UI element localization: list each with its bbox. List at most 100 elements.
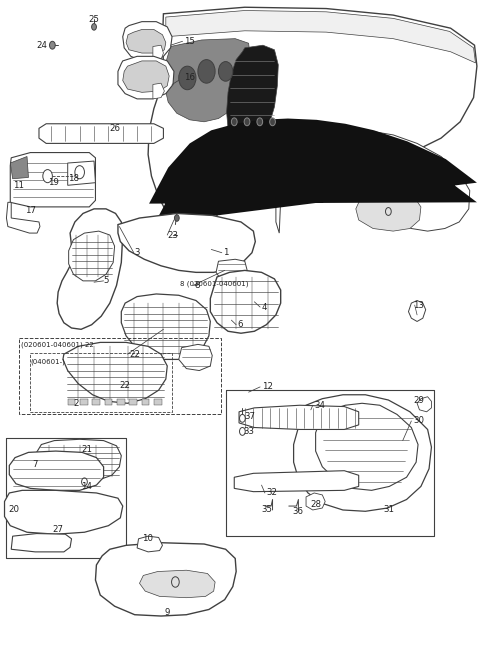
Polygon shape — [306, 493, 325, 510]
Text: (040601-): (040601-) — [30, 359, 65, 365]
Polygon shape — [137, 536, 162, 552]
Text: 1: 1 — [223, 248, 229, 257]
Polygon shape — [179, 344, 212, 371]
Polygon shape — [80, 399, 88, 405]
Polygon shape — [234, 471, 359, 491]
Polygon shape — [408, 300, 426, 321]
Polygon shape — [92, 399, 100, 405]
Polygon shape — [216, 259, 247, 282]
Text: 22: 22 — [129, 350, 140, 359]
Text: 17: 17 — [25, 206, 36, 215]
Text: 36: 36 — [293, 507, 304, 516]
Polygon shape — [154, 399, 161, 405]
Text: 12: 12 — [262, 382, 273, 392]
Text: 19: 19 — [48, 178, 59, 187]
Polygon shape — [4, 490, 123, 534]
Circle shape — [174, 215, 179, 221]
Circle shape — [198, 60, 215, 83]
Text: (020601-040601) 22: (020601-040601) 22 — [21, 341, 94, 348]
Text: 6: 6 — [238, 320, 243, 329]
Polygon shape — [69, 231, 115, 281]
Polygon shape — [68, 161, 96, 185]
Polygon shape — [210, 270, 281, 333]
Text: 25: 25 — [88, 14, 99, 24]
Polygon shape — [118, 56, 174, 99]
Text: 24: 24 — [36, 41, 48, 50]
Polygon shape — [239, 405, 359, 430]
Circle shape — [231, 118, 237, 126]
Text: 4: 4 — [262, 302, 267, 312]
Polygon shape — [142, 399, 149, 405]
Text: 14: 14 — [81, 482, 92, 491]
Text: 21: 21 — [81, 445, 92, 453]
Polygon shape — [6, 202, 40, 233]
Circle shape — [218, 62, 233, 81]
Text: 23: 23 — [167, 230, 178, 239]
Polygon shape — [63, 342, 167, 403]
Polygon shape — [39, 124, 163, 144]
Circle shape — [92, 24, 96, 30]
Text: 30: 30 — [413, 417, 424, 426]
Polygon shape — [117, 399, 125, 405]
Polygon shape — [9, 451, 104, 490]
Polygon shape — [121, 294, 210, 359]
Polygon shape — [140, 570, 215, 598]
Circle shape — [179, 66, 196, 90]
Polygon shape — [11, 533, 72, 552]
Polygon shape — [126, 30, 166, 53]
Circle shape — [270, 118, 276, 126]
Text: 26: 26 — [110, 124, 121, 133]
Polygon shape — [153, 45, 163, 61]
Polygon shape — [148, 7, 477, 233]
Text: 35: 35 — [262, 506, 273, 514]
Polygon shape — [10, 157, 28, 178]
Text: 5: 5 — [104, 276, 109, 285]
Text: 31: 31 — [384, 506, 395, 514]
Polygon shape — [294, 395, 432, 511]
Text: 34: 34 — [314, 401, 325, 410]
Text: 8 (020601-040601): 8 (020601-040601) — [180, 280, 249, 287]
Polygon shape — [316, 403, 418, 490]
Circle shape — [244, 118, 250, 126]
Text: 18: 18 — [68, 174, 79, 183]
Polygon shape — [123, 61, 169, 92]
Text: 3: 3 — [135, 248, 140, 257]
Text: 10: 10 — [142, 534, 153, 543]
Text: 37: 37 — [245, 412, 256, 421]
Text: 33: 33 — [244, 427, 255, 436]
Text: 15: 15 — [183, 37, 194, 46]
Polygon shape — [118, 213, 255, 272]
Text: 2: 2 — [73, 399, 79, 408]
Polygon shape — [123, 22, 172, 61]
Text: 32: 32 — [266, 489, 277, 497]
Text: 20: 20 — [8, 506, 19, 514]
Polygon shape — [164, 39, 251, 122]
Polygon shape — [227, 45, 278, 150]
Polygon shape — [105, 399, 112, 405]
Text: 8: 8 — [194, 281, 200, 290]
Polygon shape — [166, 10, 476, 63]
Polygon shape — [36, 440, 121, 480]
Text: 27: 27 — [52, 525, 63, 534]
Polygon shape — [10, 153, 96, 207]
Text: 16: 16 — [183, 73, 194, 83]
Polygon shape — [153, 83, 164, 99]
Text: 7: 7 — [33, 460, 38, 468]
Circle shape — [75, 166, 84, 178]
Text: 22: 22 — [120, 381, 131, 390]
Polygon shape — [149, 119, 477, 223]
Polygon shape — [96, 543, 236, 616]
Text: 29: 29 — [413, 396, 424, 405]
Circle shape — [49, 41, 55, 49]
Polygon shape — [356, 190, 421, 231]
Text: 28: 28 — [311, 501, 322, 509]
Circle shape — [43, 170, 52, 182]
Text: 11: 11 — [13, 181, 24, 190]
Polygon shape — [57, 209, 123, 329]
Polygon shape — [129, 399, 137, 405]
Polygon shape — [68, 399, 75, 405]
Text: 9: 9 — [165, 608, 170, 617]
Text: 13: 13 — [413, 300, 424, 310]
Polygon shape — [276, 131, 470, 233]
Polygon shape — [417, 397, 432, 412]
